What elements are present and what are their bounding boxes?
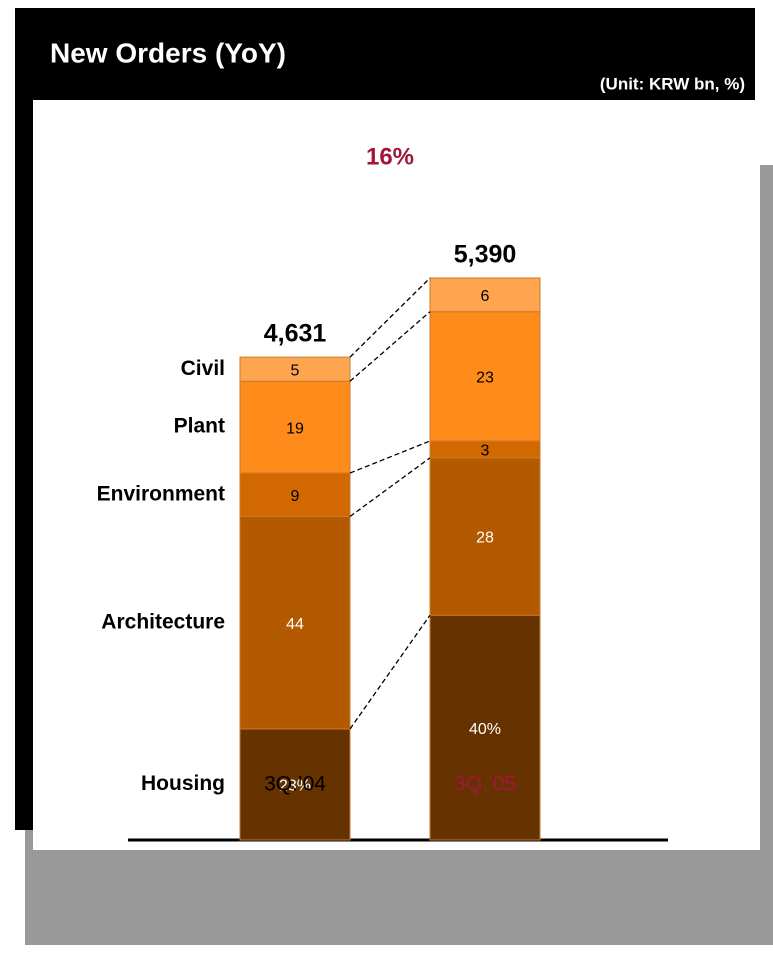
- bar-segment: [239, 380, 351, 474]
- segment-label: 6: [481, 288, 490, 305]
- connector: [349, 457, 431, 518]
- bar-segment: [239, 356, 351, 382]
- segment-label: 3: [481, 443, 490, 460]
- panel: [33, 100, 760, 850]
- connector: [349, 277, 431, 358]
- series-label: Housing: [141, 772, 225, 795]
- chart-title: New Orders (YoY): [50, 37, 286, 68]
- bar-segment: [429, 614, 541, 841]
- segment-label: 9: [291, 488, 300, 505]
- bar-segment: [429, 277, 541, 313]
- bar-segment: [239, 728, 351, 841]
- bar-segment: [239, 472, 351, 517]
- segment-label: 5: [291, 362, 300, 379]
- x-tick-label: 3Q.’04: [264, 773, 326, 796]
- segment-label: 28: [476, 530, 494, 547]
- connector: [349, 440, 431, 474]
- x-tick-label: 3Q.’05: [454, 773, 516, 796]
- series-label: Environment: [97, 482, 225, 505]
- series-label: Plant: [174, 415, 225, 438]
- segment-label: 19: [286, 420, 304, 437]
- series-label: Civil: [181, 357, 225, 380]
- segment-label: 40%: [469, 721, 501, 738]
- series-label: Architecture: [101, 610, 225, 633]
- connector: [349, 311, 431, 382]
- connector: [349, 614, 431, 730]
- segment-label: 23%: [279, 778, 311, 795]
- segment-label: 23: [476, 370, 494, 387]
- bar-segment: [239, 515, 351, 730]
- bar-segment: [429, 457, 541, 616]
- total-label: 4,631: [264, 320, 327, 348]
- growth-annotation: 16%: [366, 143, 414, 170]
- total-label: 5,390: [454, 241, 517, 269]
- unit-label: (Unit: KRW bn, %): [600, 74, 745, 93]
- segment-label: 44: [286, 616, 304, 633]
- bar-segment: [429, 311, 541, 442]
